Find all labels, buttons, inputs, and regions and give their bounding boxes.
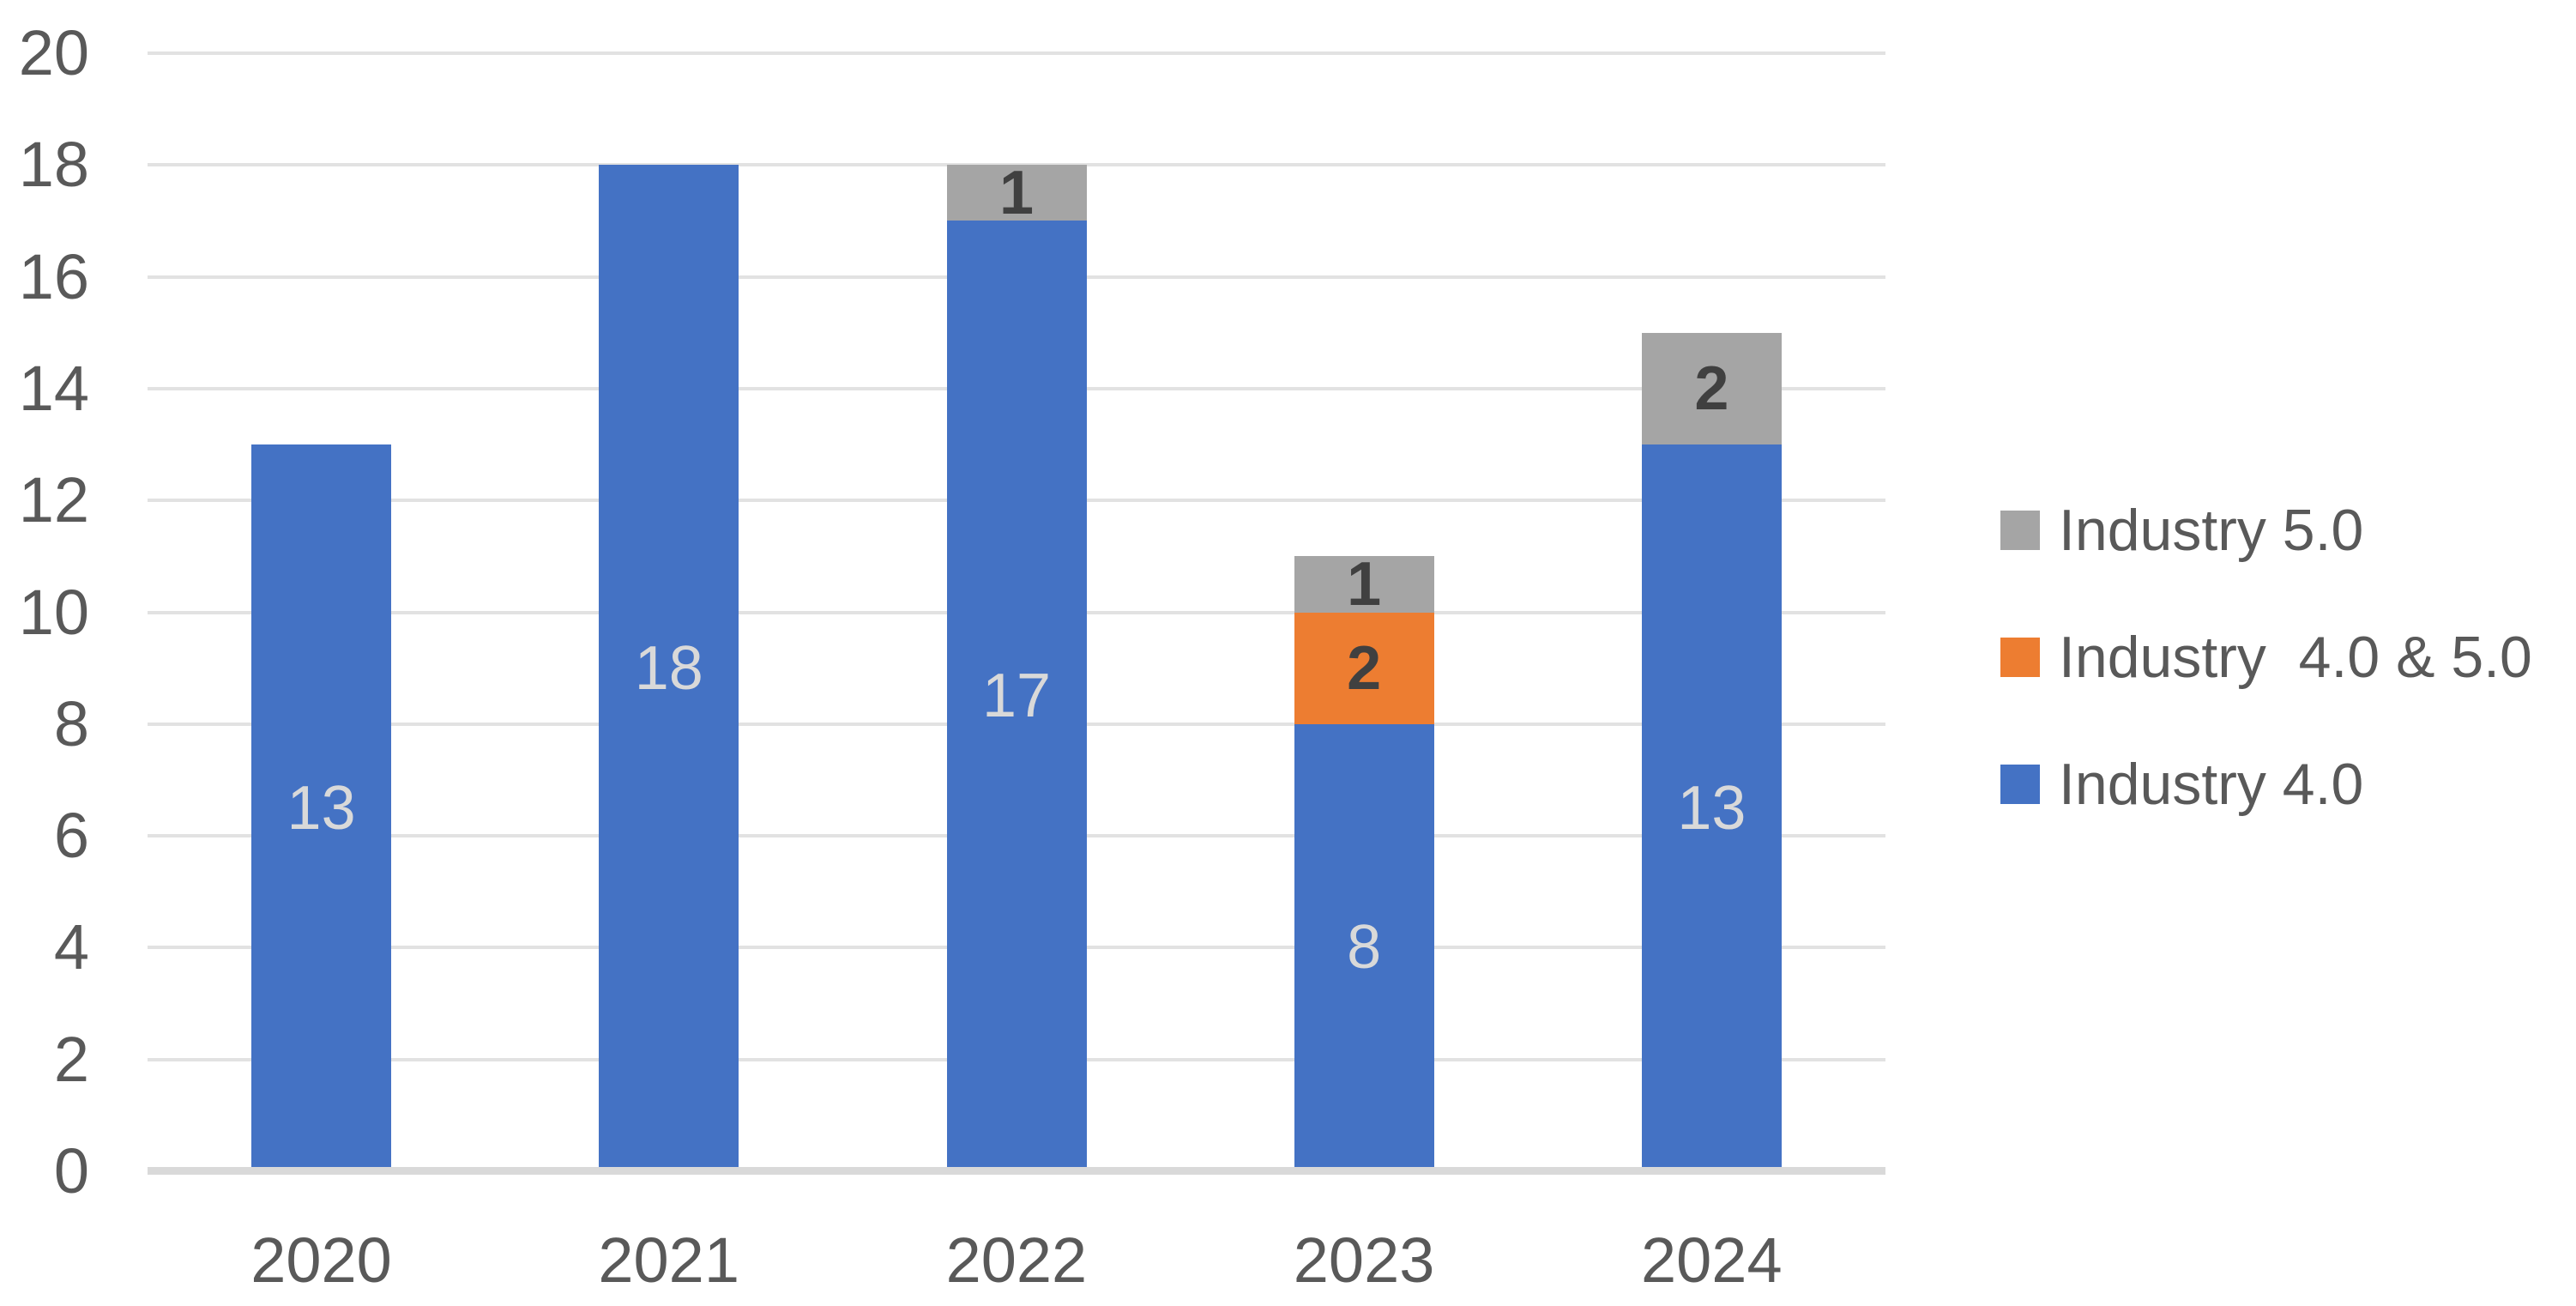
y-tick-label-14: 14	[18, 352, 89, 424]
y-tick-label-4: 4	[53, 911, 89, 983]
legend-label-industry-4-0: Industry 4.0	[2059, 752, 2364, 817]
y-tick-label-20: 20	[18, 17, 89, 88]
bar-segment-2024-industry-5-0: 2	[1641, 332, 1782, 445]
legend: Industry 5.0 Industry 4.0 & 5.0 Industry…	[2000, 500, 2532, 814]
bar-segment-2020-industry-4-0: 13	[251, 444, 392, 1171]
bar-segment-2022-industry-5-0: 1	[946, 158, 1087, 227]
bar-segment-2023-industry-4-0: 8	[1294, 723, 1434, 1171]
y-tick-label-2: 2	[53, 1023, 89, 1095]
x-tick-label-2022: 2022	[945, 1224, 1088, 1296]
bar-2024: 13 2	[1641, 332, 1782, 1171]
legend-swatch-industry-4-0	[2000, 765, 2040, 804]
y-tick-label-12: 12	[18, 464, 89, 536]
data-label: 17	[981, 662, 1052, 731]
x-tick-label-2021: 2021	[598, 1224, 739, 1296]
bar-2021: 18	[599, 165, 739, 1171]
data-label: 2	[1347, 633, 1382, 703]
y-tick-label-10: 10	[18, 576, 89, 648]
data-label: 8	[1347, 913, 1382, 983]
x-tick-label-2023: 2023	[1293, 1224, 1435, 1296]
plot-area: 13 18 17 1 8 2 1 13 2	[148, 51, 1885, 1175]
bar-segment-2021-industry-4-0: 18	[599, 165, 739, 1171]
bar-segment-2022-industry-4-0: 17	[946, 221, 1087, 1171]
y-tick-label-8: 8	[53, 687, 89, 759]
bar-2022: 17 1	[946, 158, 1087, 1171]
data-label: 1	[998, 158, 1035, 227]
gridline-y-20	[148, 51, 1885, 55]
legend-item-industry-4-0-and-5-0: Industry 4.0 & 5.0	[2000, 627, 2532, 687]
x-tick-label-2024: 2024	[1640, 1224, 1783, 1296]
x-tick-label-2020: 2020	[250, 1224, 392, 1296]
data-label: 1	[1347, 549, 1382, 619]
y-tick-label-0: 0	[53, 1135, 89, 1206]
bar-segment-2024-industry-4-0: 13	[1641, 444, 1782, 1171]
data-label: 2	[1694, 354, 1729, 423]
legend-swatch-industry-4-0-and-5-0	[2000, 638, 2040, 677]
legend-label-industry-4-0-and-5-0: Industry 4.0 & 5.0	[2059, 625, 2532, 690]
y-tick-label-18: 18	[18, 129, 89, 201]
data-label: 13	[1677, 773, 1746, 843]
bar-2023: 8 2 1	[1294, 549, 1434, 1171]
bar-segment-2023-industry-4-0-5-0: 2	[1294, 612, 1434, 724]
bar-2020: 13	[251, 444, 392, 1171]
legend-label-industry-5-0: Industry 5.0	[2059, 498, 2364, 563]
y-tick-label-6: 6	[53, 800, 89, 872]
legend-swatch-industry-5-0	[2000, 511, 2040, 550]
data-label: 13	[287, 773, 356, 843]
data-label: 18	[634, 633, 703, 703]
legend-item-industry-4-0: Industry 4.0	[2000, 754, 2532, 814]
y-tick-label-16: 16	[18, 240, 89, 312]
bar-segment-2023-industry-5-0: 1	[1294, 549, 1434, 619]
legend-item-industry-5-0: Industry 5.0	[2000, 500, 2532, 560]
x-axis-line	[148, 1167, 1885, 1175]
